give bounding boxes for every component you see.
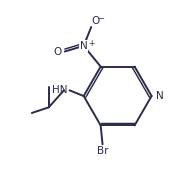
Text: Br: Br	[97, 146, 108, 156]
Text: N: N	[80, 41, 88, 51]
Text: O: O	[54, 46, 62, 56]
Text: O: O	[91, 16, 100, 26]
Text: −: −	[97, 15, 104, 24]
Text: N: N	[156, 91, 164, 101]
Text: +: +	[88, 40, 94, 48]
Text: HN: HN	[52, 85, 68, 95]
